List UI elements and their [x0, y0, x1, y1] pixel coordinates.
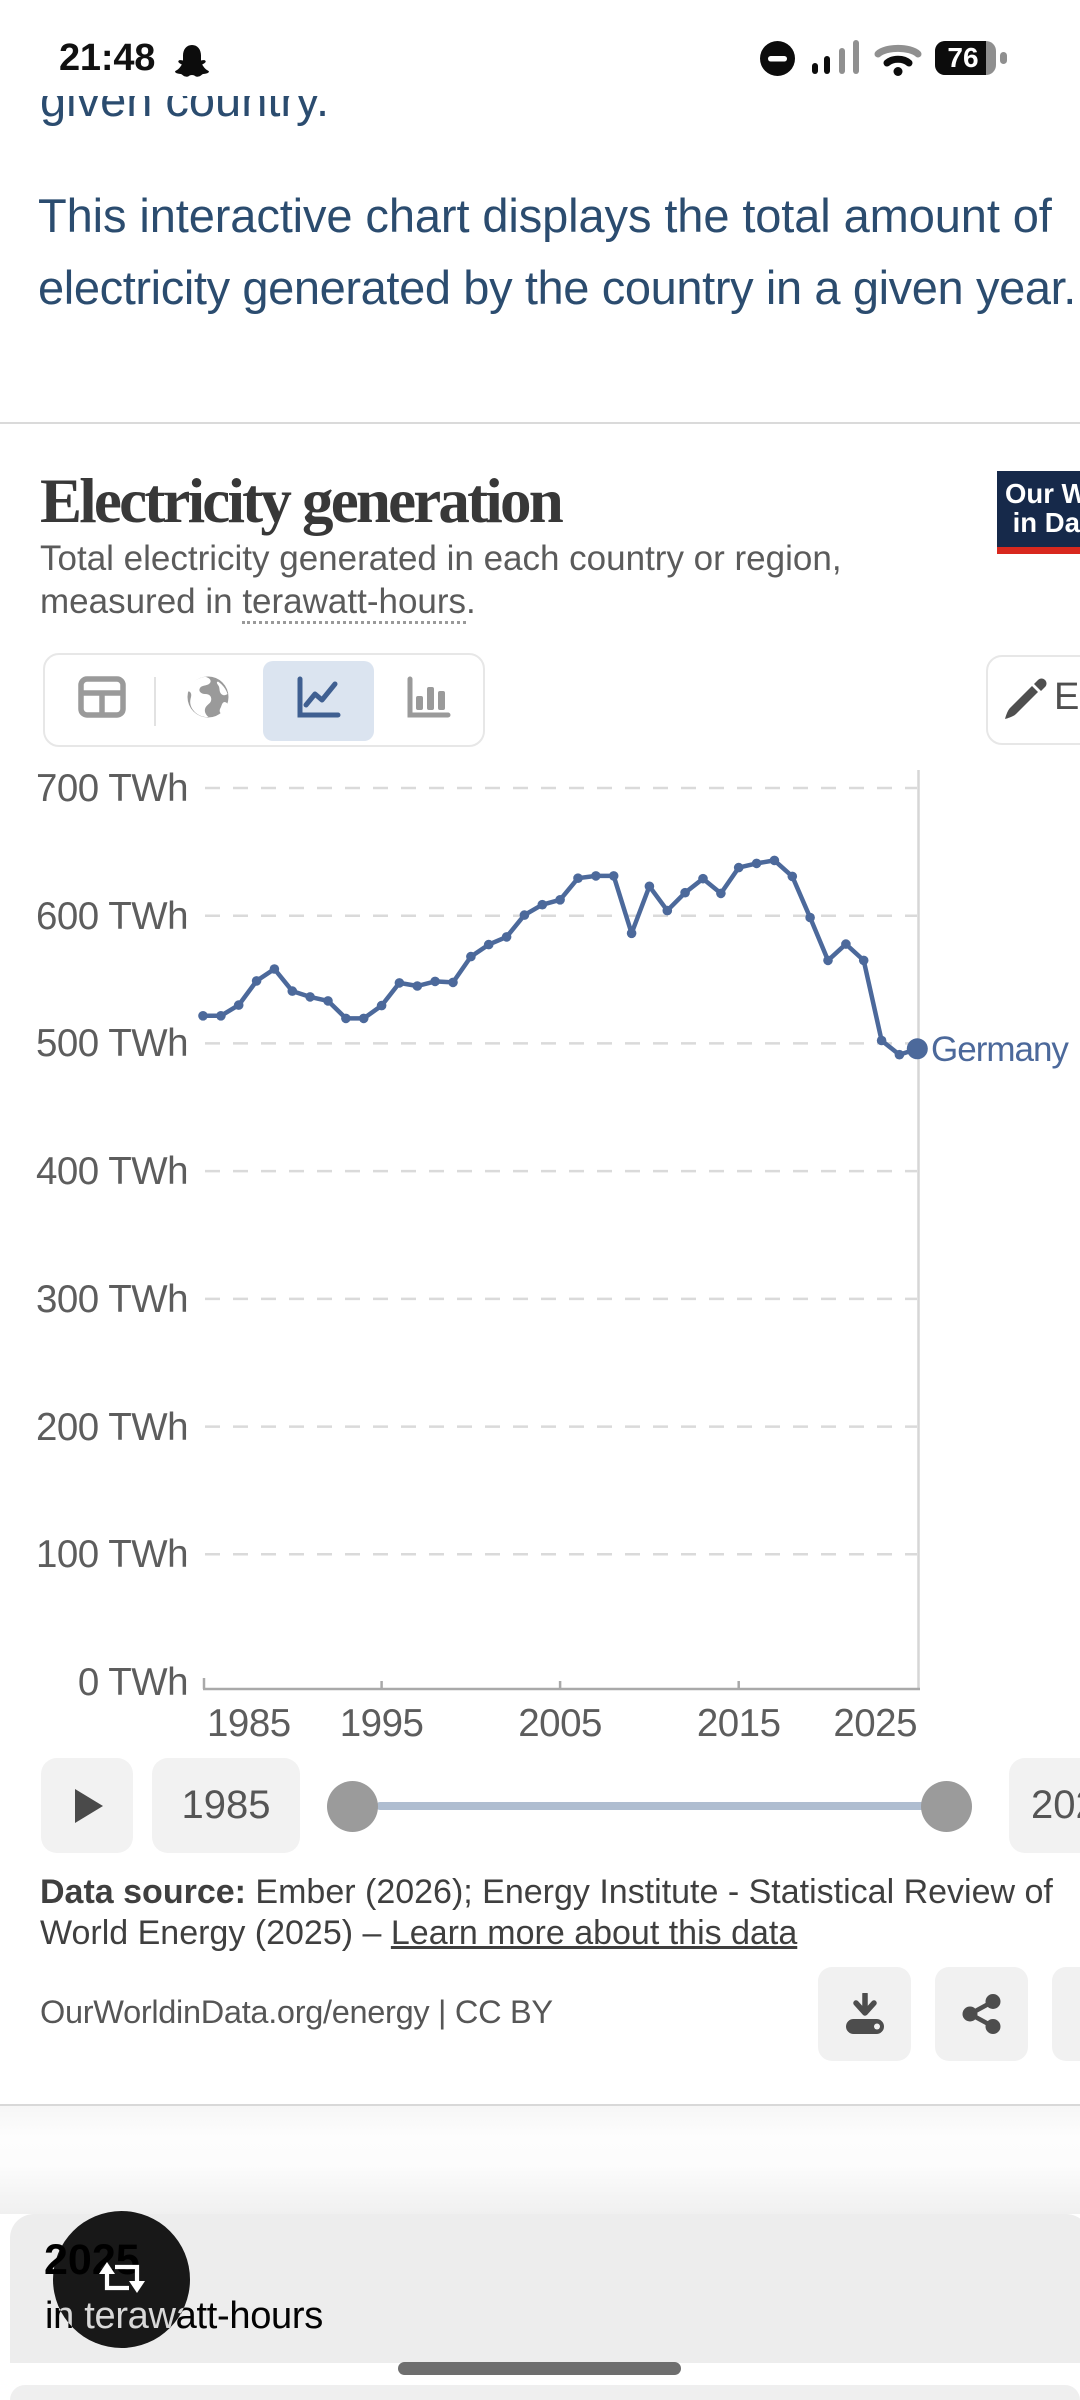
svg-text:2025: 2025 — [833, 1702, 917, 1745]
svg-text:1985: 1985 — [207, 1702, 291, 1745]
svg-text:300 TWh: 300 TWh — [36, 1278, 188, 1321]
svg-text:1995: 1995 — [340, 1702, 424, 1745]
svg-text:500 TWh: 500 TWh — [36, 1022, 188, 1065]
svg-text:0 TWh: 0 TWh — [78, 1661, 188, 1704]
svg-text:2005: 2005 — [518, 1702, 602, 1745]
svg-text:600 TWh: 600 TWh — [36, 895, 188, 938]
svg-text:2015: 2015 — [697, 1702, 781, 1745]
svg-text:200 TWh: 200 TWh — [36, 1406, 188, 1449]
svg-text:700 TWh: 700 TWh — [36, 767, 188, 810]
svg-text:Germany: Germany — [931, 1030, 1069, 1069]
svg-text:400 TWh: 400 TWh — [36, 1150, 188, 1193]
svg-text:76: 76 — [947, 42, 978, 73]
svg-text:100 TWh: 100 TWh — [36, 1533, 188, 1576]
